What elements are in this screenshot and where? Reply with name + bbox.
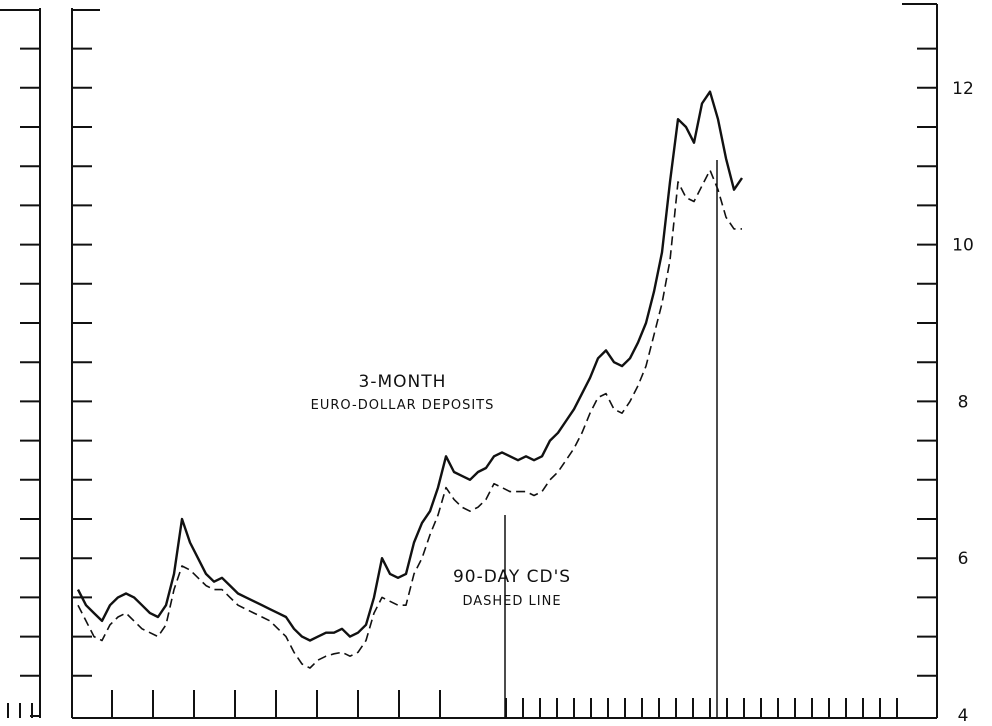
cd-label-line1: 90-DAY CD'S	[452, 567, 572, 587]
euro-dollar-line	[76, 90, 743, 642]
euro-dollar-label-line1: 3-MONTH	[358, 372, 447, 392]
right-axis-tick-label: 4	[958, 706, 969, 726]
right-axis-tick-label: 12	[952, 79, 974, 99]
right-axis-tick-label: 8	[958, 392, 969, 412]
right-axis-tick-label: 6	[958, 549, 969, 569]
chart-series	[76, 90, 743, 669]
chart-ticks	[7, 47, 937, 718]
cd-label-line2: DASHED LINE	[462, 594, 562, 609]
euro-dollar-label-line2: EURO-DOLLAR DEPOSITS	[310, 398, 495, 413]
chart-frame	[0, 3, 938, 719]
right-axis-tick-label: 10	[952, 236, 974, 256]
right-axis-labels: 12 10 8 6 4	[952, 79, 974, 726]
cd-dashed-line	[77, 169, 742, 669]
